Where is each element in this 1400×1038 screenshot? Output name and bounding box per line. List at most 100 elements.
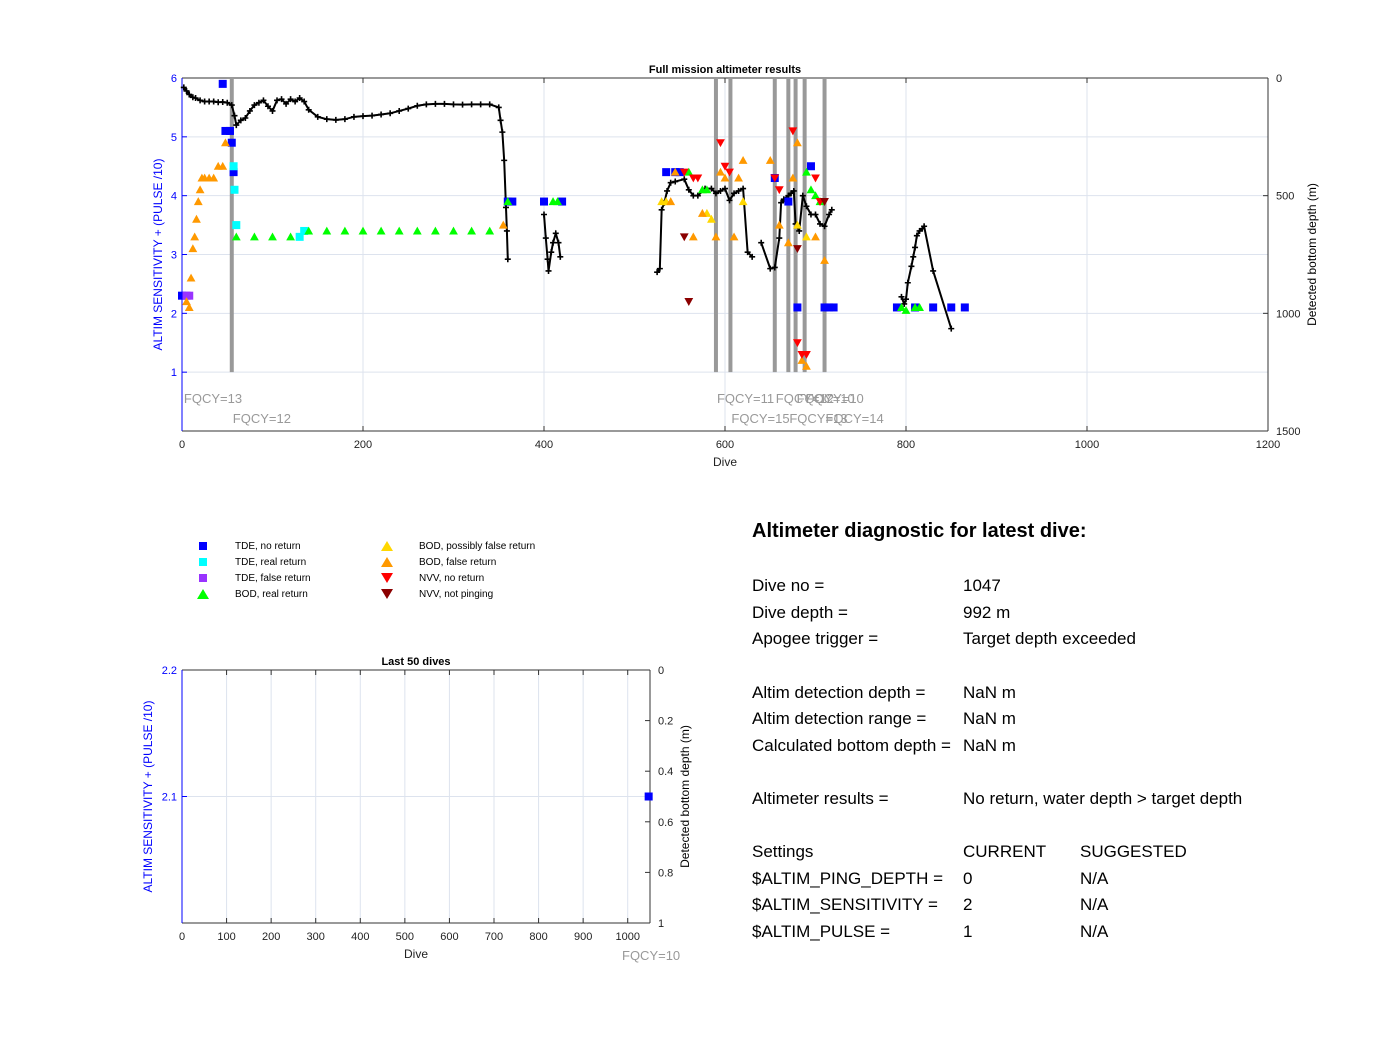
- bottom-depth-point: [541, 211, 547, 218]
- fqcy-label: FQCY=12: [233, 411, 291, 426]
- data-point: [711, 232, 721, 241]
- data-point: [738, 155, 748, 164]
- bottom-depth-point: [350, 113, 357, 120]
- series-nvv-no-return: [679, 127, 825, 359]
- bottom-depth-point: [735, 187, 742, 194]
- legend-label: NVV, no return: [419, 572, 485, 584]
- y-right-tick-label: 0.6: [658, 817, 673, 829]
- diagnostic-title: Altimeter diagnostic for latest dive:: [752, 520, 1087, 542]
- bottom-depth-point: [826, 211, 833, 218]
- y-axis-label: ALTIM SENSITIVITY + (PULSE /10): [141, 701, 155, 893]
- bottom-depth-point: [544, 256, 551, 263]
- data-point: [295, 232, 304, 241]
- setting-name: $ALTIM_PING_DEPTH =: [752, 868, 943, 888]
- settings-label: Settings: [752, 842, 814, 862]
- dive-no-value: 1047: [963, 576, 1001, 596]
- data-point: [774, 186, 784, 195]
- data-point: [793, 138, 802, 147]
- x-tick-label: 0: [179, 439, 185, 451]
- legend-marker-triangle-down-icon: [369, 588, 405, 600]
- legend-label: NVV, not pinging: [419, 588, 494, 600]
- x-tick-label: 0: [179, 931, 185, 943]
- data-point: [738, 197, 748, 206]
- bottom-depth-point: [432, 100, 439, 107]
- y-tick-label: 3: [171, 250, 177, 262]
- data-point: [765, 155, 775, 164]
- fqcy-label: FQCY=15: [731, 411, 789, 426]
- data-point: [960, 303, 969, 312]
- x-tick-label: 900: [574, 931, 592, 943]
- legend-item: TDE, false return: [185, 570, 311, 586]
- y-right-tick-label: 0.8: [658, 867, 673, 879]
- bottom-depth-point: [180, 84, 187, 91]
- bottom-depth-point: [731, 190, 738, 197]
- data-point: [774, 220, 784, 229]
- x-tick-label: 800: [529, 931, 547, 943]
- bottom-depth-point: [264, 103, 271, 110]
- data-point: [811, 191, 820, 200]
- bottom-depth-point: [694, 192, 701, 199]
- setting-name: $ALTIM_PULSE =: [752, 922, 891, 942]
- fqcy-label: FQCY=10: [806, 391, 864, 406]
- bottom-depth-point: [197, 97, 204, 104]
- legend-marker-square-icon: [185, 540, 221, 552]
- y-right-tick-label: 1500: [1276, 426, 1300, 438]
- y-tick-label: 1: [171, 367, 177, 379]
- bottom-depth-point: [323, 116, 330, 123]
- data-point: [666, 197, 676, 206]
- bottom-depth-point: [278, 96, 285, 103]
- bottom-depth-point: [495, 104, 502, 111]
- data-point: [820, 303, 829, 312]
- data-point: [467, 226, 476, 235]
- bottom-depth-point: [776, 235, 783, 242]
- bottom-depth-point: [948, 325, 955, 332]
- setting-row: $ALTIM_SENSITIVITY = 2 N/A: [752, 892, 1372, 919]
- y-tick-label: 5: [171, 132, 177, 144]
- x-tick-label: 600: [440, 931, 458, 943]
- data-point: [503, 197, 513, 206]
- bottom-depth-point: [799, 192, 806, 199]
- bottom-depth-point: [224, 99, 231, 106]
- data-point: [558, 197, 567, 206]
- full-mission-chart: 0 200 400 600 800 1000 1200 1 2 3 4 5 6 0 500 1000 1500 F…: [151, 64, 1319, 469]
- data-point: [702, 185, 712, 194]
- legend-item: TDE, real return: [185, 554, 306, 570]
- series-bod-false-return: [182, 138, 829, 370]
- bottom-depth-point: [503, 227, 510, 234]
- x-tick-label: 600: [716, 439, 734, 451]
- altim-depth-label: Altim detection depth =: [752, 682, 926, 702]
- altim-depth-value: NaN m: [963, 682, 1016, 702]
- data-point: [716, 167, 725, 176]
- bottom-depth-point: [183, 87, 190, 94]
- data-point: [802, 361, 811, 370]
- bottom-depth-point: [722, 185, 728, 192]
- x-tick-label: 500: [396, 931, 414, 943]
- data-point: [788, 127, 798, 136]
- y-tick-label: 2.1: [162, 792, 177, 804]
- data-point: [720, 162, 730, 171]
- y-right-tick-label: 1: [658, 918, 664, 930]
- data-point: [286, 232, 295, 241]
- data-point: [802, 167, 811, 176]
- series-tde-real-return: [229, 162, 309, 241]
- bottom-depth-point: [486, 101, 493, 108]
- bottom-depth-point: [497, 117, 504, 124]
- y-right-tick-label: 1000: [1276, 308, 1300, 320]
- series-bod-real-return: [231, 167, 924, 314]
- bottom-depth-point: [555, 239, 562, 246]
- legend-item: BOD, possibly false return: [369, 538, 535, 554]
- data-point: [720, 173, 730, 182]
- data-point: [218, 79, 227, 88]
- bottom-depth-point: [667, 179, 674, 186]
- bottom-depth-point: [414, 102, 421, 109]
- data-point: [688, 232, 698, 241]
- data-point: [221, 126, 230, 135]
- dive-depth-label: Dive depth =: [752, 602, 848, 622]
- dive-no-row: Dive no = 1047: [752, 573, 1372, 600]
- bottom-depth-point: [912, 244, 919, 251]
- data-point: [322, 226, 332, 235]
- setting-name: $ALTIM_SENSITIVITY =: [752, 895, 938, 915]
- altim-range-label: Altim detection range =: [752, 709, 927, 729]
- bottom-depth-point: [744, 249, 751, 256]
- x-axis-label: Dive: [713, 455, 737, 469]
